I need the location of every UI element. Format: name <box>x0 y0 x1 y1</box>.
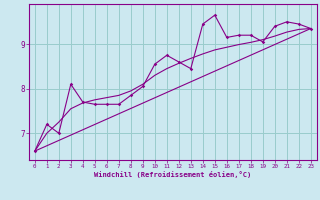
X-axis label: Windchill (Refroidissement éolien,°C): Windchill (Refroidissement éolien,°C) <box>94 171 252 178</box>
